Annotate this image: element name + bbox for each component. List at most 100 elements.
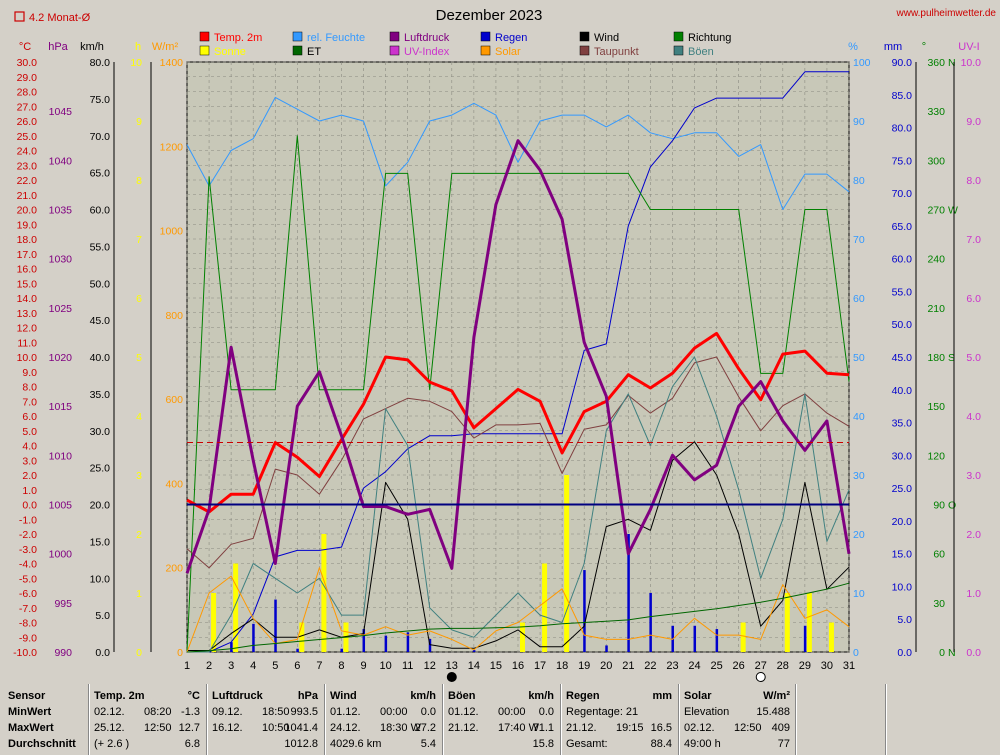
legend-label: Luftdruck <box>404 32 450 44</box>
stats-cell-press: 10:50 <box>262 722 290 734</box>
day-tick-label: 29 <box>799 660 811 672</box>
temp-tick-label: -4.0 <box>19 559 37 571</box>
rain-bar <box>649 593 652 652</box>
uv-tick-label: 1.0 <box>966 588 981 600</box>
rain-tick-label: 35.0 <box>892 418 913 430</box>
temp-tick-label: 17.0 <box>17 249 38 261</box>
temp-tick-label: -5.0 <box>19 573 37 585</box>
statistics-panel: Sensor MinWert MaxWert Durchschnitt Temp. 2m… <box>0 684 1000 755</box>
stats-value-wind: 0.0 <box>420 706 436 718</box>
wind-tick-label: 35.0 <box>90 389 111 401</box>
stats-cell-press: 18:50 <box>262 706 290 718</box>
stats-cell-solar: 02.12. <box>684 722 715 734</box>
rain-tick-label: 10.0 <box>892 581 913 593</box>
temp-tick-label: 2.0 <box>22 470 37 482</box>
rain-bar <box>340 648 343 652</box>
solar-tick-label: 800 <box>165 310 183 322</box>
stats-cell-solar: 49:00 h <box>684 738 721 750</box>
sun-tick-label: 7 <box>136 234 142 246</box>
stats-cell-temp: (+ 2.6 ) <box>94 738 130 750</box>
stats-cell-press: 09.12. <box>212 706 243 718</box>
temp-tick-label: 19.0 <box>17 219 38 231</box>
legend-label: Böen <box>688 46 714 58</box>
column-separator <box>206 684 208 755</box>
sun-bar <box>740 622 746 652</box>
column-separator <box>678 684 680 755</box>
wind-tick-label: 0.0 <box>95 647 110 659</box>
pressure-tick-label: 1005 <box>49 500 73 512</box>
new-moon-icon <box>755 672 766 682</box>
temp-tick-label: -6.0 <box>19 588 37 600</box>
rain-bar <box>406 632 410 652</box>
day-tick-label: 3 <box>228 660 234 672</box>
wind-unit-label: km/h <box>80 41 104 53</box>
rain-tick-label: 75.0 <box>892 155 913 167</box>
stats-row-label: MaxWert <box>8 722 54 734</box>
uv-tick-label: 6.0 <box>966 293 981 305</box>
wind-tick-label: 75.0 <box>90 94 111 106</box>
day-tick-label: 4 <box>250 660 256 672</box>
temp-tick-label: 7.0 <box>22 396 37 408</box>
humidity-tick-label: 90 <box>853 116 865 128</box>
temp-tick-label: 28.0 <box>17 87 38 99</box>
uv-tick-label: 5.0 <box>966 352 981 364</box>
direction-tick-label: 120 <box>927 450 945 462</box>
legend-swatch <box>292 31 303 42</box>
sun-bar <box>321 534 327 652</box>
stats-cell-solar: Elevation <box>684 706 730 718</box>
rain-bar <box>428 638 432 652</box>
rain-bar <box>803 625 807 652</box>
temp-tick-label: 13.0 <box>17 308 38 320</box>
day-tick-label: 5 <box>272 660 278 672</box>
solar-unit-label: W/m² <box>152 41 179 53</box>
stats-cell-wind: 01.12. <box>330 706 361 718</box>
legend-label: ET <box>307 46 321 58</box>
legend-label: Solar <box>495 46 521 58</box>
solar-tick-label: 200 <box>165 563 183 575</box>
stats-unit-temp: °C <box>187 690 200 702</box>
legend-label: Taupunkt <box>594 46 639 58</box>
stats-cell-solar: 12:50 <box>734 722 762 734</box>
direction-tick-label: 240 <box>927 254 945 266</box>
wind-tick-label: 20.0 <box>90 500 111 512</box>
humidity-tick-label: 80 <box>853 175 865 187</box>
temp-tick-label: -10.0 <box>13 647 37 659</box>
rain-bar <box>296 648 299 652</box>
rain-bar <box>472 650 476 652</box>
rain-bar <box>693 625 697 652</box>
direction-tick-label: 60 <box>933 549 945 561</box>
humidity-tick-label: 50 <box>853 352 865 364</box>
column-separator <box>442 684 444 755</box>
series-lines <box>185 71 851 653</box>
temp-tick-label: 16.0 <box>17 264 38 276</box>
day-tick-label: 8 <box>338 660 344 672</box>
wind-tick-label: 65.0 <box>90 168 111 180</box>
sun-bar <box>806 593 812 652</box>
day-tick-label: 18 <box>556 660 568 672</box>
wind-tick-label: 50.0 <box>90 278 111 290</box>
humidity-tick-label: 40 <box>853 411 865 423</box>
day-tick-label: 2 <box>206 660 212 672</box>
series-line-luftdruck <box>185 139 851 574</box>
sun-bar <box>520 622 525 652</box>
pressure-tick-label: 1030 <box>49 254 73 266</box>
stats-cell-wind: 24.12. <box>330 722 361 734</box>
rain-tick-label: 15.0 <box>892 549 913 561</box>
website-link[interactable]: www.pulheimwetter.de <box>896 8 997 19</box>
temp-unit-label: °C <box>19 41 31 53</box>
reference-lines <box>187 442 849 506</box>
temp-tick-label: -2.0 <box>19 529 37 541</box>
monat-marker-icon <box>14 11 25 22</box>
rain-tick-label: 55.0 <box>892 286 913 298</box>
grid-lines <box>186 61 850 653</box>
temp-tick-label: 1.0 <box>22 485 37 497</box>
legend-label: rel. Feuchte <box>307 32 365 44</box>
rain-bar <box>362 629 366 652</box>
temp-tick-label: 23.0 <box>17 160 38 172</box>
wind-tick-label: 55.0 <box>90 241 111 253</box>
legend-swatch <box>389 45 400 56</box>
stats-unit-solar: W/m² <box>763 690 790 702</box>
stats-cell-rain: Gesamt: <box>566 738 608 750</box>
temp-tick-label: 29.0 <box>17 72 38 84</box>
temp-tick-label: -8.0 <box>19 618 37 630</box>
